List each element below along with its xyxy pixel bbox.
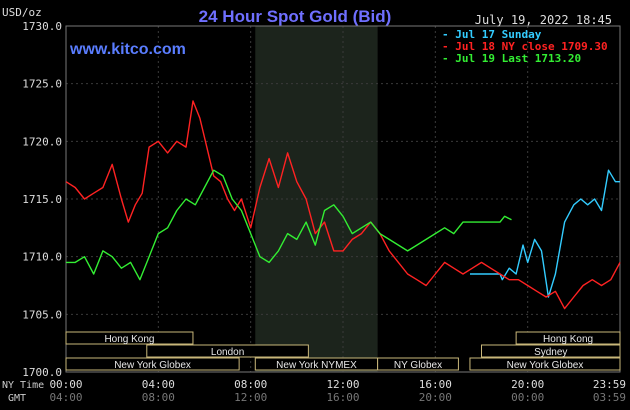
y-tick-label: 1700.0: [22, 366, 62, 379]
grid-lines: [66, 26, 620, 372]
session-box: [481, 344, 621, 358]
y-tick-label: 1715.0: [22, 193, 62, 206]
legend-item-last: - Jul 19 Last 1713.20: [442, 52, 581, 65]
x-tick-label-gmt: 03:59: [593, 391, 626, 404]
legend-label: Jul 19 Last 1713.20: [455, 52, 581, 65]
x-tick-label-gmt: 00:00: [511, 391, 544, 404]
session-bar: New York NYMEX: [254, 357, 379, 371]
y-tick-label: 1730.0: [22, 20, 62, 33]
legend-dash: -: [442, 52, 455, 65]
session-bar: NY Globex: [377, 357, 459, 371]
gmt-label: GMT: [8, 393, 26, 404]
session-bar: New York Globex: [65, 357, 240, 371]
legend-item-sunday: - Jul 17 Sunday: [442, 28, 542, 41]
x-tick-label-gmt: 04:00: [49, 391, 82, 404]
x-tick-label-ny: 16:00: [419, 378, 452, 391]
x-tick-label-gmt: 12:00: [234, 391, 267, 404]
session-label: Sydney: [534, 347, 567, 358]
session-box: [65, 331, 194, 345]
x-tick-label-ny: 00:00: [49, 378, 82, 391]
session-label: New York Globex: [507, 360, 584, 371]
x-tick-label-ny: 04:00: [142, 378, 175, 391]
timestamp: July 19, 2022 18:45: [475, 13, 612, 27]
session-label: Hong Kong: [543, 334, 593, 345]
trading-sessions: Hong Kong London New York Globex New York N…: [65, 331, 621, 371]
x-axis-ticks: 00:00 04:00 08:00 12:00 16:00 20:00 23:5904:00…: [49, 378, 626, 404]
series-line-2: [66, 169, 512, 281]
session-box: [515, 331, 621, 345]
session-box: [65, 357, 240, 371]
x-tick-label-gmt: 16:00: [326, 391, 359, 404]
series-layer: [65, 100, 621, 310]
y-tick-label: 1725.0: [22, 78, 62, 91]
chart-title: 24 Hour Spot Gold (Bid): [199, 7, 392, 26]
y-tick-label: 1720.0: [22, 135, 62, 148]
x-tick-label-gmt: 08:00: [142, 391, 175, 404]
series-line-1: [65, 100, 621, 310]
y-tick-label: 1710.0: [22, 251, 62, 264]
x-tick-label-ny: 23:59: [593, 378, 626, 391]
x-tick-label-ny: 08:00: [234, 378, 267, 391]
y-tick-label: 1705.0: [22, 308, 62, 321]
session-box: [469, 357, 621, 371]
session-box: [146, 344, 309, 358]
y-axis-ticks: 1730.0 1725.0 1720.0 1715.0 1710.0 1705.0 1700…: [22, 20, 62, 379]
ny-time-label: NY Time: [2, 380, 44, 391]
session-label: NY Globex: [394, 360, 442, 371]
y-axis-unit: USD/oz: [2, 6, 42, 19]
session-label: New York NYMEX: [276, 360, 357, 371]
session-bar: Sydney: [481, 344, 621, 358]
legend-label: Jul 18 NY close 1709.30: [455, 40, 607, 53]
legend-item-ny-close: - Jul 18 NY close 1709.30: [442, 40, 608, 53]
x-tick-label-ny: 20:00: [511, 378, 544, 391]
session-bar: New York Globex: [469, 357, 621, 371]
x-tick-label-ny: 12:00: [326, 378, 359, 391]
session-label: London: [211, 347, 244, 358]
session-bar: London: [146, 344, 309, 358]
legend-dash: -: [442, 28, 455, 41]
session-bar: Hong Kong: [515, 331, 621, 345]
legend-label: Jul 17 Sunday: [455, 28, 541, 41]
session-bar: Hong Kong: [65, 331, 194, 345]
x-tick-label-gmt: 20:00: [419, 391, 452, 404]
legend-dash: -: [442, 40, 455, 53]
session-box: [377, 357, 459, 371]
session-label: Hong Kong: [104, 334, 154, 345]
session-label: New York Globex: [114, 360, 191, 371]
site-url[interactable]: www.kitco.com: [69, 41, 186, 58]
legend: - Jul 17 Sunday - Jul 18 NY close 1709.3…: [442, 28, 608, 65]
plot-frame: [65, 25, 621, 373]
series-line-0: [470, 169, 620, 298]
